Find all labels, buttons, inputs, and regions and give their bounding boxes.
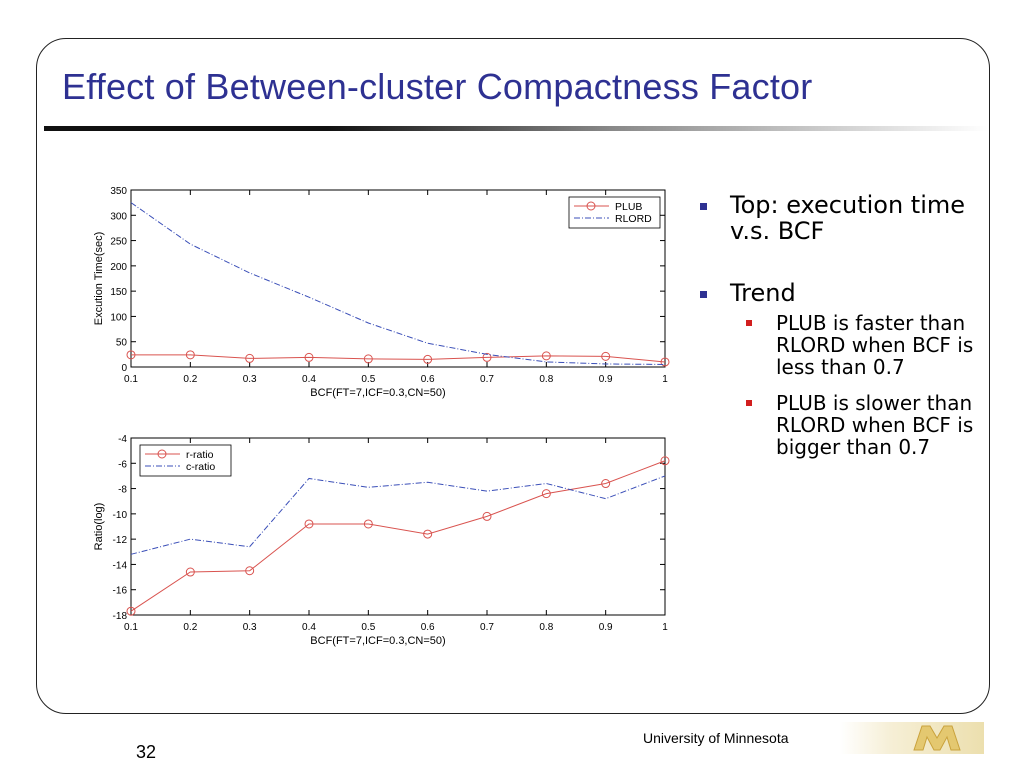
x-tick-label: 0.4 (302, 374, 316, 385)
title-underline (44, 126, 988, 131)
data-point-r-ratio (423, 529, 433, 539)
x-tick-label: 0.9 (599, 374, 613, 385)
x-tick-label: 0.6 (421, 622, 435, 633)
y-tick-label: -16 (113, 586, 128, 597)
y-tick-label: -10 (113, 510, 128, 521)
x-tick-label: 0.1 (124, 622, 138, 633)
x-tick-label: 0.9 (599, 622, 613, 633)
data-point-plub (660, 357, 670, 367)
y-tick-label: -4 (118, 434, 127, 445)
y-tick-label: 50 (116, 338, 128, 349)
legend-label: c-ratio (186, 461, 215, 473)
data-point-r-ratio (660, 456, 670, 466)
bullet-text: Top: execution time v.s. BCF (730, 191, 966, 245)
data-point-r-ratio (363, 519, 373, 529)
sub-bullet-marker (746, 320, 752, 326)
sub-bullet-text: PLUB is slower than RLORD when BCF is bi… (776, 391, 974, 459)
data-point-plub (541, 351, 551, 361)
sub-bullet-marker (746, 400, 752, 406)
legend-label: RLORD (615, 213, 652, 225)
series-line-r-ratio (130, 460, 666, 612)
x-tick-label: 0.6 (421, 374, 435, 385)
footer-university: University of Minnesota (643, 730, 789, 746)
data-point-r-ratio (304, 519, 314, 529)
x-tick-label: 0.3 (243, 622, 257, 633)
sub-bullet-item: PLUB is slower than RLORD when BCF is bi… (746, 392, 990, 458)
x-tick-label: 0.1 (124, 374, 138, 385)
y-tick-label: 100 (110, 312, 127, 323)
execution-time-chart: 0.1 0.2 0.3 0.4 0.5 0.6 0.7 0.8 0.9 1 0 50 100 150 200… (93, 186, 670, 399)
bullet-text: Trend (730, 279, 796, 307)
y-tick-label: 150 (110, 287, 127, 298)
y-tick-label: -18 (113, 611, 128, 622)
x-axis-label: BCF(FT=7,ICF=0.3,CN=50) (310, 635, 445, 647)
y-tick-label: -8 (118, 485, 127, 496)
series-line-c-ratio (130, 475, 666, 555)
legend-marker (157, 449, 167, 459)
data-point-plub (482, 352, 492, 362)
data-point-r-ratio (541, 489, 551, 499)
series-line-rlord (130, 202, 666, 365)
x-tick-label: 0.8 (539, 622, 553, 633)
x-tick-label: 1 (662, 622, 668, 633)
data-point-r-ratio (126, 606, 136, 616)
data-point-plub (185, 350, 195, 360)
y-tick-label: -14 (113, 560, 128, 571)
data-point-r-ratio (601, 479, 611, 489)
x-tick-label: 0.5 (361, 622, 375, 633)
slide-frame (36, 38, 990, 714)
y-tick-label: 350 (110, 186, 127, 197)
data-point-plub (601, 351, 611, 361)
x-tick-label: 0.3 (243, 374, 257, 385)
legend-marker (586, 201, 596, 211)
legend-box (568, 196, 661, 229)
y-tick-label: 0 (121, 363, 127, 374)
sub-bullet-item: PLUB is faster than RLORD when BCF is le… (746, 312, 990, 378)
data-point-r-ratio (185, 567, 195, 577)
x-axis-label: BCF(FT=7,ICF=0.3,CN=50) (310, 387, 445, 399)
x-tick-label: 1 (662, 374, 668, 385)
y-axis-label: Excution Time(sec) (93, 232, 105, 326)
y-tick-label: 200 (110, 262, 127, 273)
data-point-r-ratio (245, 566, 255, 576)
ratio-chart: 0.1 0.2 0.3 0.4 0.5 0.6 0.7 0.8 0.9 1 -18 -16 -14 -12… (93, 434, 670, 647)
x-tick-label: 0.7 (480, 374, 494, 385)
data-point-plub (245, 353, 255, 363)
bullet-item: Top: execution time v.s. BCF (700, 192, 990, 244)
x-tick-label: 0.2 (183, 622, 197, 633)
y-tick-label: 250 (110, 237, 127, 248)
data-point-plub (423, 354, 433, 364)
sub-bullet-text: PLUB is faster than RLORD when BCF is le… (776, 311, 974, 379)
data-point-plub (304, 352, 314, 362)
bullet-item: Trend (700, 280, 990, 306)
x-tick-label: 0.2 (183, 374, 197, 385)
legend-label: PLUB (615, 201, 642, 213)
x-tick-label: 0.5 (361, 374, 375, 385)
x-tick-label: 0.4 (302, 622, 316, 633)
data-point-plub (126, 350, 136, 360)
x-tick-label: 0.7 (480, 622, 494, 633)
y-tick-label: 300 (110, 211, 127, 222)
data-point-plub (363, 354, 373, 364)
page-number: 32 (136, 742, 157, 762)
bullet-marker (700, 291, 707, 298)
series-line-plub (131, 354, 666, 363)
y-tick-label: -6 (118, 459, 127, 470)
bullet-list: Top: execution time v.s. BCF Trend PLUB … (700, 192, 990, 458)
y-axis-label: Ratio(log) (93, 503, 105, 551)
y-tick-label: -12 (113, 535, 128, 546)
bullet-marker (700, 203, 707, 210)
x-tick-label: 0.8 (539, 374, 553, 385)
university-logo (913, 725, 961, 751)
slide-title: Effect of Between-cluster Compactness Fa… (62, 66, 813, 107)
legend-box (139, 444, 232, 477)
legend-label: r-ratio (186, 449, 214, 461)
data-point-r-ratio (482, 511, 492, 521)
